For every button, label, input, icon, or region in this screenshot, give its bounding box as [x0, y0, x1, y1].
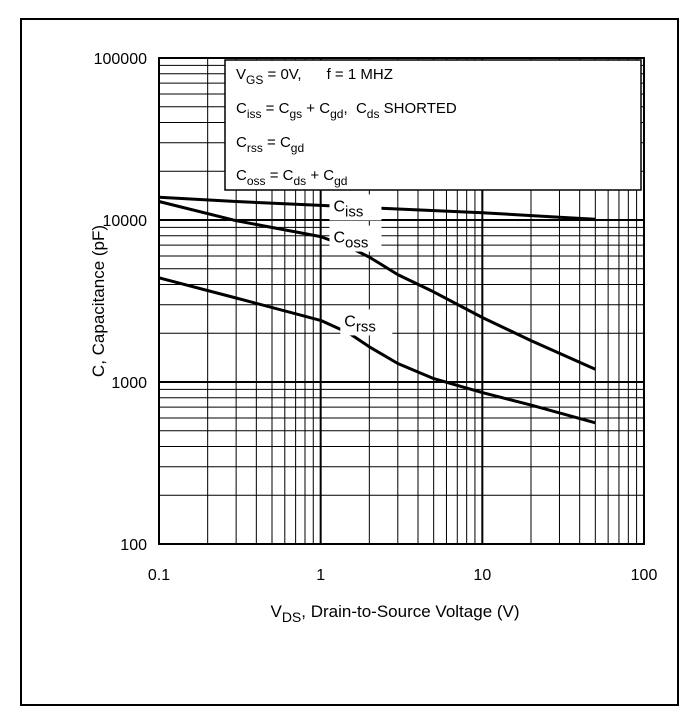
- series-line-coss: [158, 200, 596, 371]
- legend-box: VGS = 0V, f = 1 MHZ Ciss = Cgs + Cgd, Cd…: [224, 59, 642, 191]
- x-tick-label: 100: [631, 567, 658, 584]
- series-line-crss: [158, 276, 596, 425]
- chart-frame: [20, 18, 679, 706]
- series-label-coss: Coss: [333, 230, 368, 252]
- x-tick-label: 10: [473, 567, 491, 584]
- series-label-bg: [340, 309, 393, 336]
- tick-labels: 0.1 1 10 100 100 1000 10000 100000: [94, 51, 658, 584]
- legend-line-2: Ciss = Cgs + Cgd, Cds SHORTED: [236, 100, 457, 121]
- legend-frame: [224, 59, 642, 191]
- x-tick-label: 1: [316, 567, 325, 584]
- legend-line-1: VGS = 0V, f = 1 MHZ: [236, 66, 393, 87]
- y-tick-label: 100: [120, 537, 147, 554]
- x-tick-label: 0.1: [148, 567, 170, 584]
- x-axis-label: VDS, Drain-to-Source Voltage (V): [270, 602, 519, 625]
- y-axis-label: C, Capacitance (pF): [89, 225, 108, 377]
- legend-line-4: Coss = Cds + Cgd: [236, 167, 347, 188]
- plot-area-border: [158, 57, 645, 545]
- series-label-bg: [329, 194, 382, 221]
- y-tick-label: 100000: [94, 51, 147, 68]
- series-label-crss: Crss: [344, 313, 376, 335]
- y-tick-label: 10000: [103, 213, 148, 230]
- y-tick-label: 1000: [111, 375, 147, 392]
- legend-line-3: Crss = Cgd: [236, 134, 304, 155]
- series-label-ciss: Ciss: [333, 198, 363, 220]
- series-label-bg: [329, 225, 382, 252]
- series-line-ciss: [158, 195, 596, 221]
- curves: Ciss Coss Crss: [158, 194, 596, 425]
